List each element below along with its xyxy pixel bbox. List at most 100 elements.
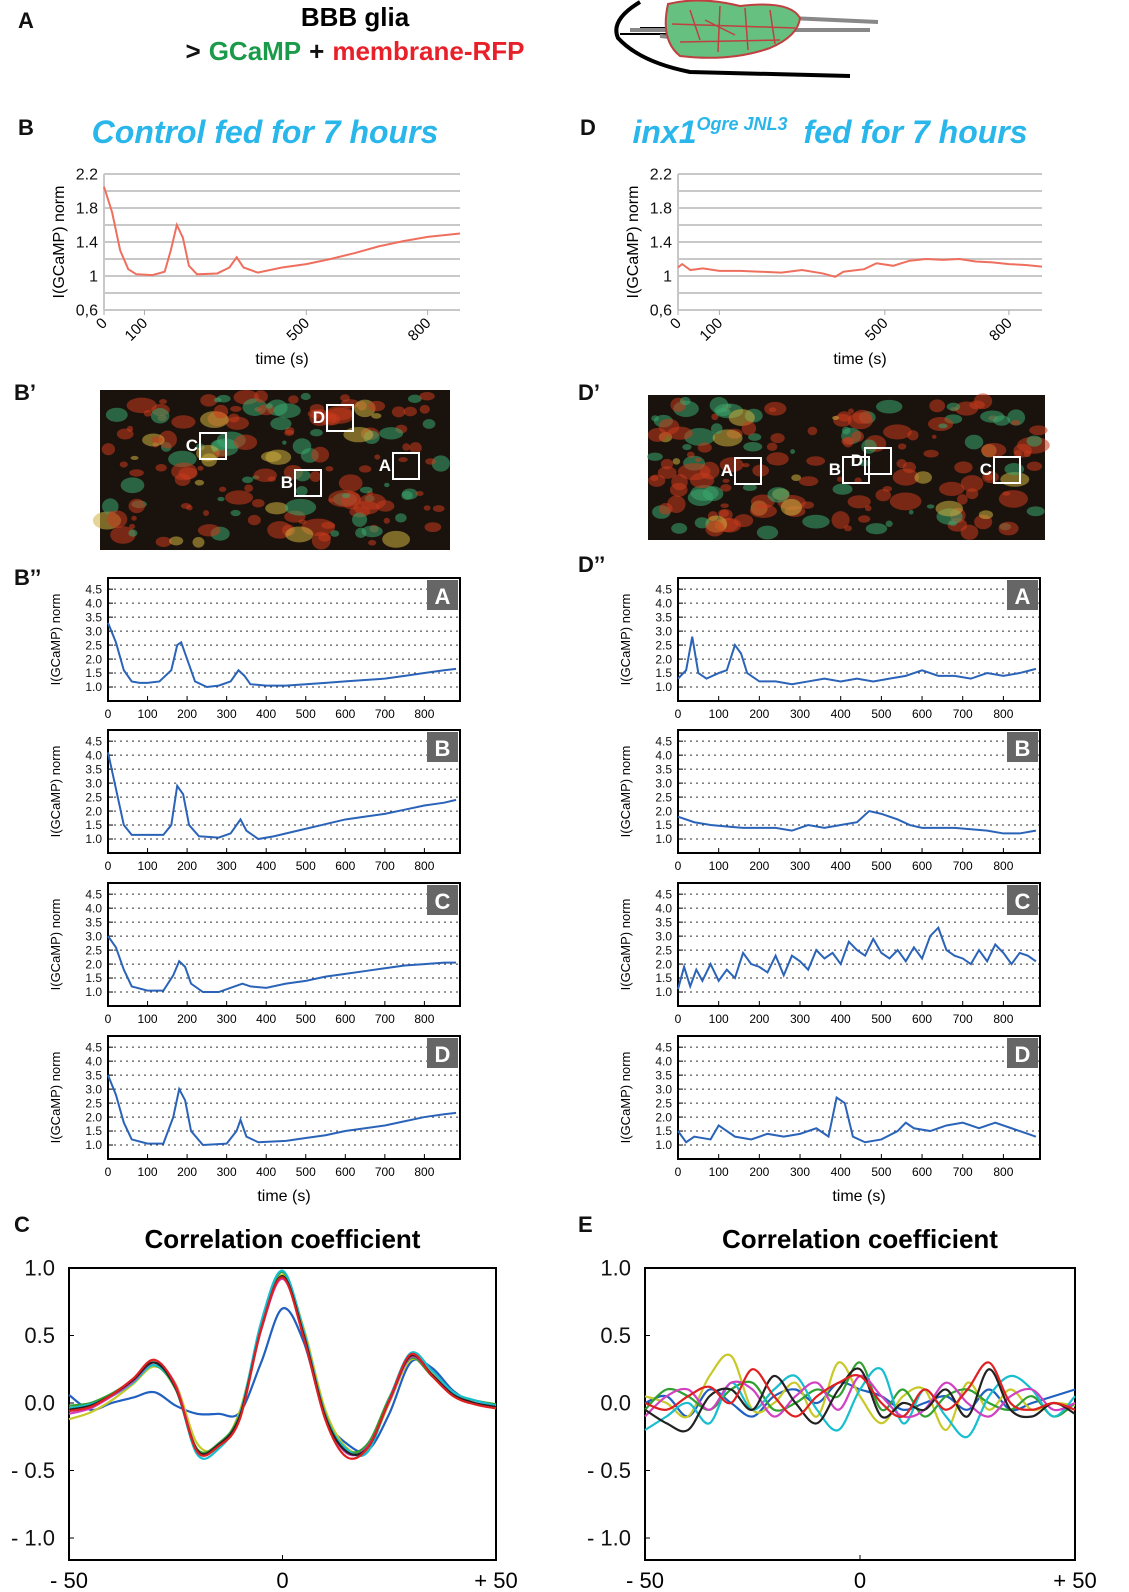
cell xyxy=(218,486,227,492)
cell xyxy=(425,458,437,465)
cell xyxy=(403,406,417,417)
cell xyxy=(980,443,1007,458)
data-line xyxy=(68,1270,497,1454)
roi-label: A xyxy=(379,456,391,475)
cell xyxy=(770,433,785,444)
cell xyxy=(300,392,311,401)
y-tick-label: 4.0 xyxy=(85,1054,102,1068)
y-tick-label: 1.4 xyxy=(650,235,672,252)
cell xyxy=(408,394,422,404)
y-tick-label: 2.0 xyxy=(655,957,672,971)
x-tick-label: 500 xyxy=(862,315,892,345)
cell xyxy=(689,472,715,489)
cell xyxy=(647,428,668,442)
x-tick-label: 200 xyxy=(177,1012,197,1026)
cell xyxy=(742,463,750,468)
x-tick-label: 400 xyxy=(831,859,851,873)
x-tick-label: 600 xyxy=(912,1012,932,1026)
cell xyxy=(802,514,830,529)
x-tick-label: 500 xyxy=(296,859,316,873)
x-tick-label: 200 xyxy=(749,1165,769,1179)
badge-label: D xyxy=(1015,1042,1031,1067)
cell xyxy=(214,449,229,458)
cell xyxy=(382,530,411,548)
x-axis-label: time (s) xyxy=(257,1188,310,1205)
x-tick-label: 700 xyxy=(375,1012,395,1026)
cell xyxy=(128,529,138,537)
x-tick-label: 0 xyxy=(105,707,112,721)
y-tick-label: 0,6 xyxy=(650,303,672,320)
x-tick-label: 600 xyxy=(335,1012,355,1026)
cell xyxy=(969,400,985,410)
plot-frame xyxy=(68,1267,497,1561)
data-line xyxy=(68,1269,497,1460)
cell xyxy=(898,443,907,450)
data-line xyxy=(677,636,1037,686)
cell xyxy=(233,434,258,450)
x-tick-label: 300 xyxy=(217,859,237,873)
x-tick-label: 300 xyxy=(217,1165,237,1179)
y-tick-label: 1.8 xyxy=(650,201,672,218)
y-tick-label: 3.5 xyxy=(85,1068,102,1082)
cell xyxy=(325,466,334,472)
header-title: BBB glia xyxy=(301,2,410,32)
data-line xyxy=(677,257,1043,278)
x-tick-label: 100 xyxy=(138,1165,158,1179)
cell xyxy=(352,512,368,527)
cell xyxy=(353,500,380,515)
cell xyxy=(710,423,723,435)
badge xyxy=(427,885,458,915)
x-tick-label: 800 xyxy=(993,1012,1013,1026)
y-tick-label: 3.5 xyxy=(655,610,672,624)
subtitle-part: GCaMP xyxy=(209,36,301,66)
cell xyxy=(309,471,322,482)
cell xyxy=(379,427,404,440)
cell xyxy=(694,517,710,529)
cell xyxy=(1010,419,1021,426)
y-tick-label: 4.0 xyxy=(655,748,672,762)
cell xyxy=(648,474,666,487)
x-tick-label: 300 xyxy=(790,1012,810,1026)
y-tick-label: 2.5 xyxy=(655,943,672,957)
cell xyxy=(939,481,965,497)
cell xyxy=(159,398,167,405)
data-line xyxy=(68,1273,497,1455)
cell xyxy=(110,526,136,544)
cell xyxy=(432,505,445,512)
y-axis-label: I(GCaMP) norm xyxy=(48,1052,63,1144)
cell xyxy=(960,475,984,492)
cell xyxy=(368,539,377,546)
x-tick-label: + 50 xyxy=(1053,1568,1096,1592)
header-subtitle: > GCaMP + membrane-RFP xyxy=(186,36,525,66)
y-tick-label: 2.5 xyxy=(655,790,672,804)
y-tick-label: 1.0 xyxy=(24,1256,55,1281)
x-tick-label: 0 xyxy=(105,1165,112,1179)
y-tick-label: 0.0 xyxy=(24,1391,55,1416)
cell xyxy=(150,408,170,424)
y-tick-label: 2.5 xyxy=(85,1096,102,1110)
cell xyxy=(843,525,853,532)
x-tick-label: 300 xyxy=(217,1012,237,1026)
cell xyxy=(848,408,854,414)
x-tick-label: 800 xyxy=(993,859,1013,873)
cell xyxy=(875,399,903,414)
cell xyxy=(383,517,390,524)
x-tick-label: 0 xyxy=(93,315,111,333)
y-tick-label: 2.0 xyxy=(85,1110,102,1124)
panel-label: D’ xyxy=(578,380,600,405)
y-tick-label: 2.0 xyxy=(655,652,672,666)
badge xyxy=(1007,885,1038,915)
cell xyxy=(330,530,340,537)
y-tick-label: - 1.0 xyxy=(11,1526,55,1551)
cell xyxy=(361,525,383,538)
x-tick-label: 0 xyxy=(105,859,112,873)
x-tick-label: 400 xyxy=(256,1165,276,1179)
cell xyxy=(230,509,241,517)
x-axis-label: time (s) xyxy=(833,351,886,368)
x-tick-label: 400 xyxy=(256,1012,276,1026)
y-axis-label: I(GCaMP) norm xyxy=(48,899,63,991)
cell xyxy=(368,400,386,412)
cell xyxy=(216,394,231,403)
cell xyxy=(647,452,663,461)
cell xyxy=(960,524,979,540)
